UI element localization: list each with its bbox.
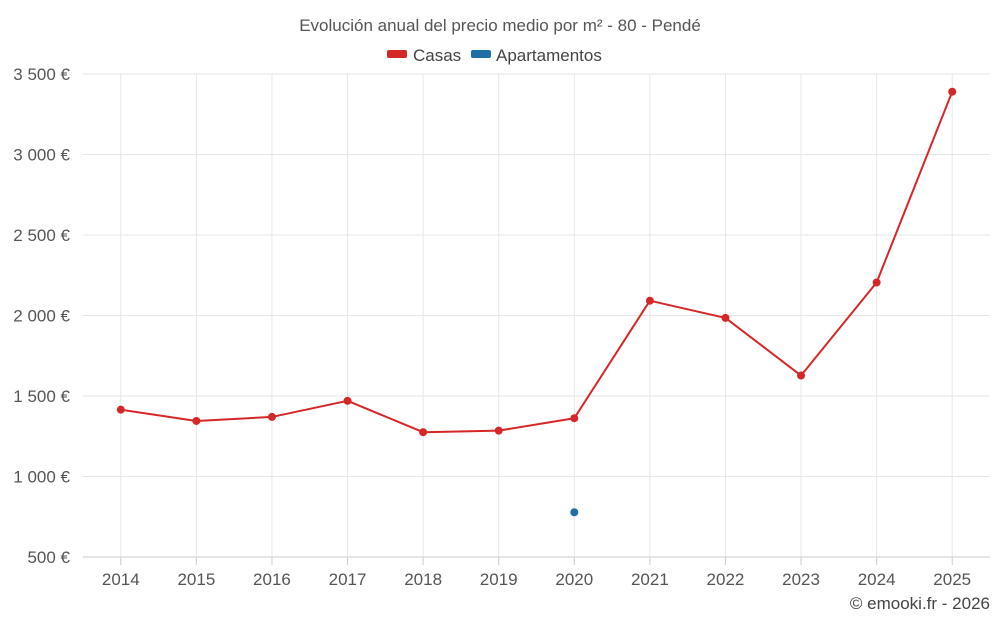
data-point-apartamentos[interactable] xyxy=(570,508,579,517)
y-tick-label: 3 000 € xyxy=(13,146,70,165)
legend-swatch-casas xyxy=(387,50,407,58)
series xyxy=(116,87,957,517)
legend-label-casas: Casas xyxy=(413,46,461,65)
y-tick-label: 1 000 € xyxy=(13,468,70,487)
y-tick-label: 3 500 € xyxy=(13,65,70,84)
data-point-casas[interactable] xyxy=(645,296,654,305)
legend: Casas Apartamentos xyxy=(387,46,602,65)
x-tick-label: 2017 xyxy=(329,570,367,589)
x-tick-label: 2024 xyxy=(858,570,896,589)
x-tick-label: 2019 xyxy=(480,570,518,589)
legend-swatch-apartamentos xyxy=(471,50,491,58)
y-tick-label: 500 € xyxy=(27,548,70,567)
series-line-casas xyxy=(120,91,954,434)
data-point-casas[interactable] xyxy=(948,87,957,96)
legend-label-apartamentos: Apartamentos xyxy=(496,46,602,65)
data-point-casas[interactable] xyxy=(419,428,428,437)
data-point-casas[interactable] xyxy=(116,405,125,414)
data-point-casas[interactable] xyxy=(267,412,276,421)
data-point-casas[interactable] xyxy=(494,426,503,435)
chart-title: Evolución anual del precio medio por m² … xyxy=(299,16,701,35)
x-tick-label: 2016 xyxy=(253,570,291,589)
x-tick-label: 2023 xyxy=(782,570,820,589)
y-axis: 500 € 1 000 € 1 500 € 2 000 € 2 500 € 3 000 €… xyxy=(13,65,70,567)
y-tick-label: 2 500 € xyxy=(13,226,70,245)
x-tick-label: 2025 xyxy=(933,570,971,589)
y-tick-label: 2 000 € xyxy=(13,307,70,326)
grid xyxy=(83,73,990,558)
x-tick-label: 2021 xyxy=(631,570,669,589)
y-tick-label: 1 500 € xyxy=(13,387,70,406)
data-point-casas[interactable] xyxy=(343,396,352,405)
x-tick-label: 2015 xyxy=(177,570,215,589)
legend-item-casas[interactable]: Casas xyxy=(387,46,461,65)
data-point-casas[interactable] xyxy=(192,416,201,425)
x-tick-label: 2014 xyxy=(102,570,140,589)
data-point-casas[interactable] xyxy=(721,313,730,322)
data-point-casas[interactable] xyxy=(872,278,881,287)
x-axis: 2014 2015 2016 2017 2018 2019 2020 2021 2022 2023… xyxy=(102,557,971,589)
x-tick-label: 2020 xyxy=(555,570,593,589)
x-tick-label: 2022 xyxy=(707,570,745,589)
data-point-casas[interactable] xyxy=(797,371,806,380)
credit-text: © emooki.fr - 2026 xyxy=(850,594,990,613)
legend-item-apartamentos[interactable]: Apartamentos xyxy=(471,46,602,65)
x-tick-label: 2018 xyxy=(404,570,442,589)
data-point-casas[interactable] xyxy=(570,414,579,423)
